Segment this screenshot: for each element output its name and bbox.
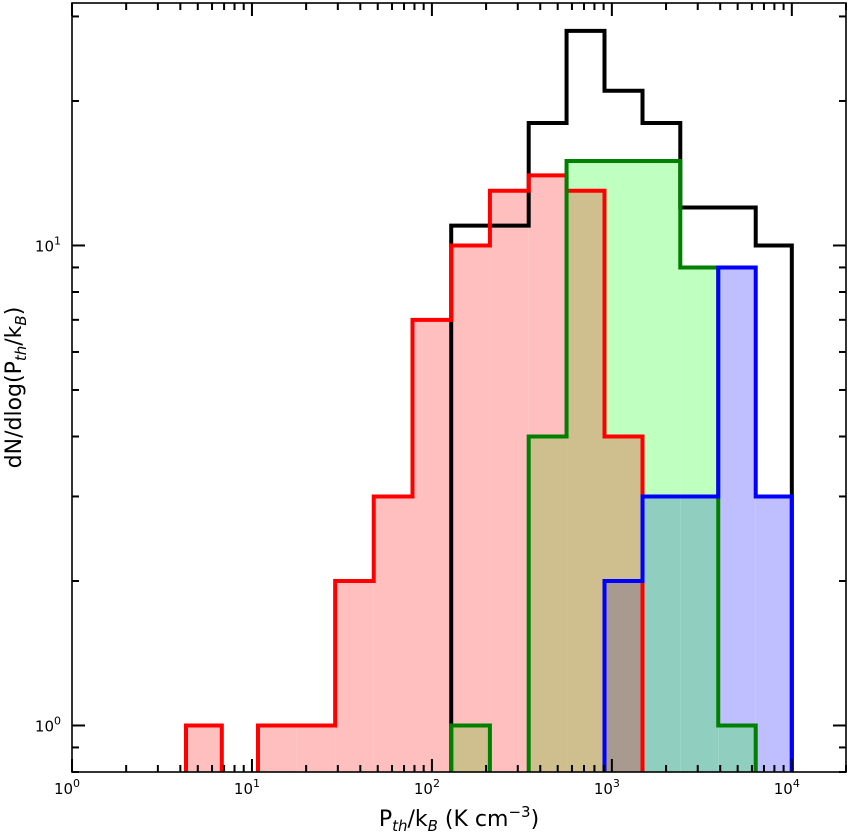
histogram-bar-fill — [296, 725, 336, 772]
histogram-series-2-outline — [526, 158, 758, 772]
y-tick-label: 101 — [35, 234, 61, 255]
x-tick-label: 103 — [594, 777, 620, 798]
histogram-bar-fill — [718, 267, 756, 726]
x-tick-label: 100 — [54, 777, 80, 798]
histogram-series-1-outline — [183, 723, 224, 772]
plot-frame — [71, 2, 847, 773]
histogram-bar-fill — [642, 160, 681, 497]
histogram-bar-fill — [680, 267, 719, 497]
histogram-bar-fill — [604, 436, 643, 581]
histogram-bar-fill — [257, 725, 297, 772]
tick-labels: 100 101 102 103 104 100 101 — [35, 234, 800, 798]
histogram-bar-fill — [528, 175, 567, 437]
histogram-bar-fill — [604, 160, 643, 437]
histogram-bar-fill — [451, 245, 490, 726]
histogram-fills — [185, 160, 792, 772]
axis-ticks — [71, 3, 847, 773]
x-axis-label: Pth/kB (K cm−3) — [379, 803, 539, 835]
histogram-bar-fill — [642, 496, 681, 772]
y-axis-label: dN/dlog(Pth/kB) — [2, 307, 30, 469]
x-tick-label: 101 — [234, 777, 260, 798]
y-tick-label: 100 — [35, 714, 61, 735]
histogram-bar-fill — [566, 160, 605, 191]
histogram-series-2-outline — [449, 723, 492, 772]
histogram-bar-fill — [412, 319, 452, 772]
histogram-bar-fill — [718, 725, 756, 772]
histogram-bar-fill — [680, 496, 719, 772]
histogram-bar-fill — [566, 190, 605, 772]
histogram-bar-fill — [755, 496, 792, 772]
histogram-bar-fill — [451, 725, 490, 772]
histogram-bar-fill — [604, 580, 643, 772]
histogram-outlines — [183, 28, 794, 772]
x-tick-label: 102 — [414, 777, 440, 798]
histogram-bar-fill — [528, 436, 567, 772]
histogram-series-3-outline — [602, 265, 794, 772]
histogram-bar-fill — [185, 725, 222, 772]
histogram-series-1-outline — [255, 173, 645, 772]
histogram-bar-fill — [489, 190, 529, 772]
histogram-series-0-outline — [449, 28, 794, 772]
histogram-bar-fill — [373, 496, 413, 772]
x-tick-label: 104 — [774, 777, 800, 798]
histogram-bar-fill — [335, 580, 374, 772]
